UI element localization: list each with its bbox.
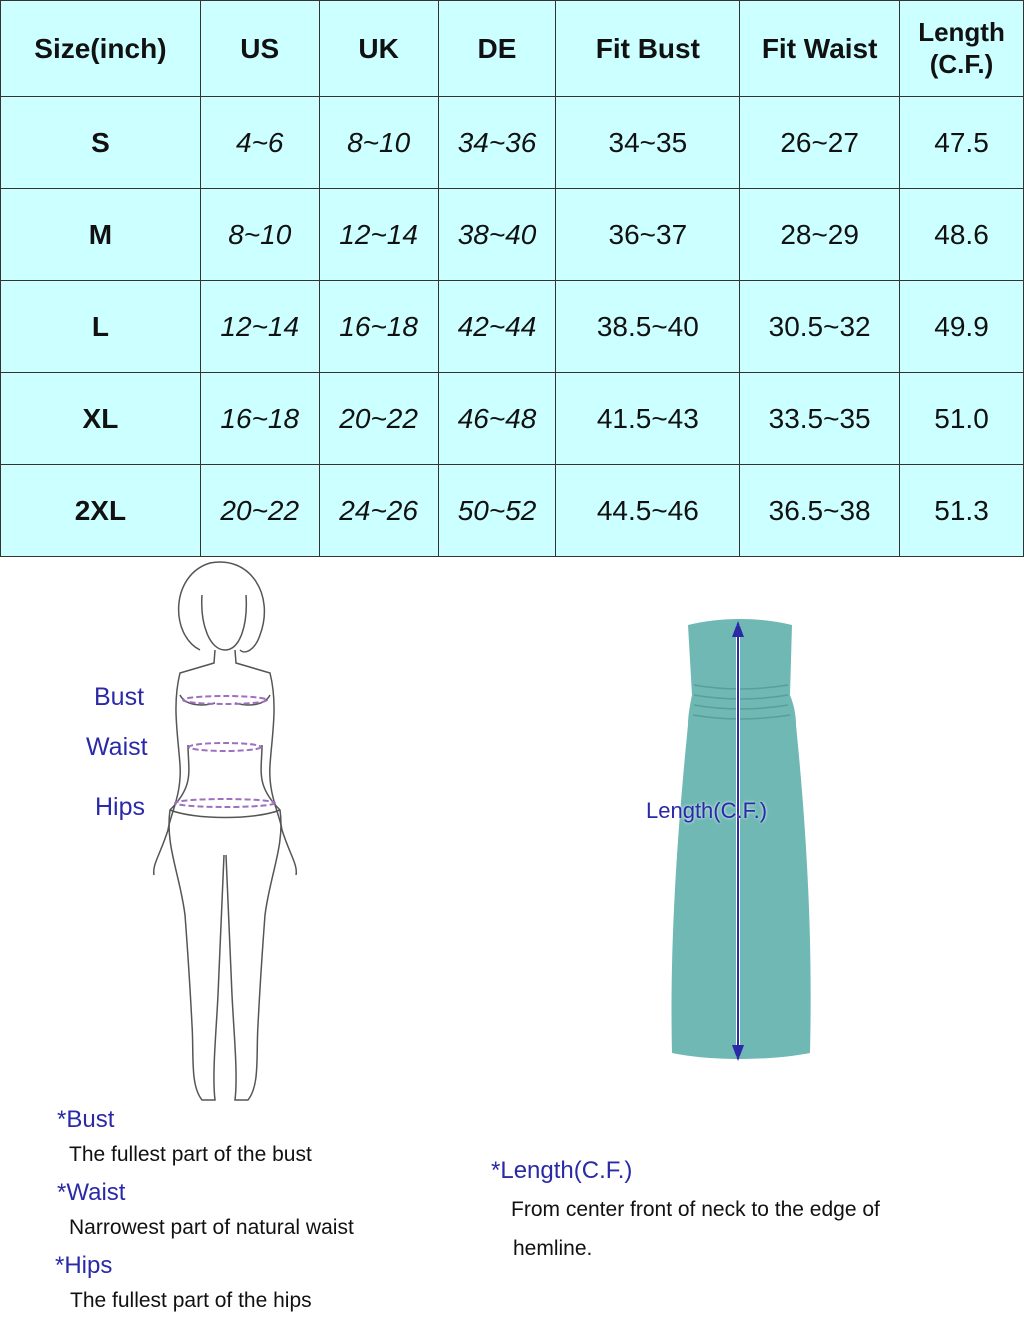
table-cell: 30.5~32 <box>739 280 901 373</box>
table-cell: XL <box>0 372 201 465</box>
column-header: DE <box>437 0 557 97</box>
table-cell: 26~27 <box>739 96 901 189</box>
hips-label: Hips <box>95 793 146 821</box>
table-cell: 49.9 <box>899 280 1024 373</box>
table-cell: L <box>0 280 201 373</box>
hips-note-title: *Hips <box>55 1252 113 1279</box>
table-cell: 36.5~38 <box>739 464 901 557</box>
table-cell: 51.3 <box>899 464 1024 557</box>
column-header: Size(inch) <box>0 0 201 97</box>
length-label: Length(C.F.) <box>646 798 768 823</box>
table-cell: 2XL <box>0 464 201 557</box>
column-header: US <box>199 0 320 97</box>
table-cell: 50~52 <box>437 464 557 557</box>
waist-note-desc: Narrowest part of natural waist <box>69 1216 354 1239</box>
hips-note-desc: The fullest part of the hips <box>70 1289 312 1312</box>
table-cell: 38~40 <box>437 188 557 281</box>
column-header: Length (C.F.) <box>899 0 1024 97</box>
table-cell: 46~48 <box>437 372 557 465</box>
bust-note-title: *Bust <box>57 1106 115 1133</box>
table-cell: 20~22 <box>199 464 320 557</box>
bust-label: Bust <box>94 683 145 711</box>
table-cell: M <box>0 188 201 281</box>
table-header-row: Size(inch) US UK DE Fit Bust Fit Waist Length … <box>0 0 1024 97</box>
table-cell: 16~18 <box>318 280 439 373</box>
table-row: M 8~10 12~14 38~40 36~37 28~29 48.6 <box>0 188 1024 281</box>
table-cell: 16~18 <box>199 372 320 465</box>
table-cell: 48.6 <box>899 188 1024 281</box>
table-row: 2XL 20~22 24~26 50~52 44.5~46 36.5~38 51.3 <box>0 464 1024 557</box>
length-note-desc-2: hemline. <box>513 1237 593 1260</box>
table-cell: 12~14 <box>318 188 439 281</box>
dress-image <box>671 619 811 1061</box>
length-note-desc-1: From center front of neck to the edge of <box>511 1198 880 1221</box>
table-cell: 33.5~35 <box>739 372 901 465</box>
table-cell: 4~6 <box>199 96 320 189</box>
table-cell: 41.5~43 <box>555 372 741 465</box>
table-cell: 12~14 <box>199 280 320 373</box>
length-note-title: *Length(C.F.) <box>491 1157 633 1184</box>
table-cell: 20~22 <box>318 372 439 465</box>
body-figure <box>152 561 298 1101</box>
table-cell: 36~37 <box>555 188 741 281</box>
table-row: L 12~14 16~18 42~44 38.5~40 30.5~32 49.9 <box>0 280 1024 373</box>
column-header: UK <box>318 0 439 97</box>
table-cell: 38.5~40 <box>555 280 741 373</box>
table-cell: 24~26 <box>318 464 439 557</box>
table-cell: 47.5 <box>899 96 1024 189</box>
table-cell: 8~10 <box>199 188 320 281</box>
table-cell: 34~35 <box>555 96 741 189</box>
column-header: Fit Bust <box>555 0 741 97</box>
waist-label: Waist <box>86 733 148 761</box>
column-header: Fit Waist <box>739 0 901 97</box>
table-cell: 42~44 <box>437 280 557 373</box>
table-cell: 8~10 <box>318 96 439 189</box>
table-cell: 44.5~46 <box>555 464 741 557</box>
table-cell: S <box>0 96 201 189</box>
table-cell: 28~29 <box>739 188 901 281</box>
table-row: XL 16~18 20~22 46~48 41.5~43 33.5~35 51.0 <box>0 372 1024 465</box>
size-chart-table: Size(inch) US UK DE Fit Bust Fit Waist Length … <box>0 0 1024 557</box>
table-cell: 51.0 <box>899 372 1024 465</box>
table-cell: 34~36 <box>437 96 557 189</box>
table-row: S 4~6 8~10 34~36 34~35 26~27 47.5 <box>0 96 1024 189</box>
bust-note-desc: The fullest part of the bust <box>69 1143 312 1166</box>
waist-note-title: *Waist <box>57 1179 126 1206</box>
